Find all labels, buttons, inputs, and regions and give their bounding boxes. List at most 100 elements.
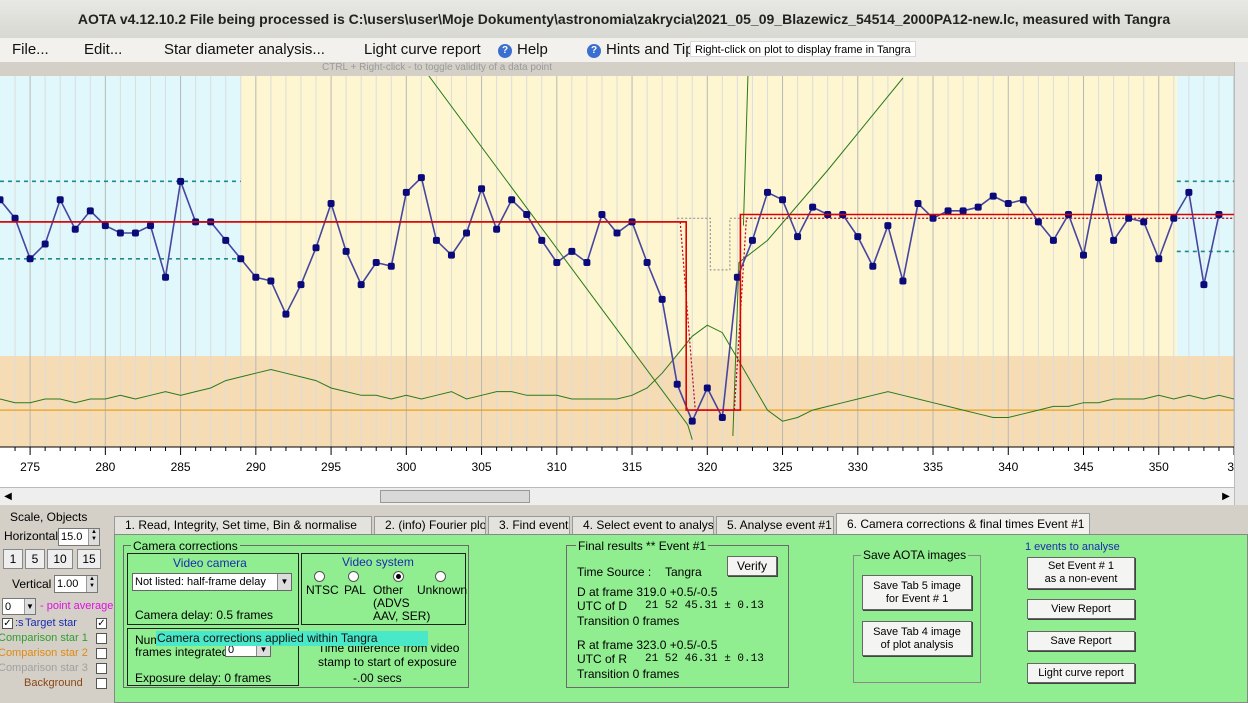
data-point (658, 295, 666, 303)
menu-light-curve-report[interactable]: Light curve report (364, 41, 481, 58)
time-difference-line2: stamp to start of exposure (318, 655, 457, 669)
object-checkbox-1[interactable]: ✓ (96, 618, 107, 629)
object-checkbox-4[interactable] (96, 663, 107, 674)
data-point (1155, 255, 1163, 263)
integration-group (127, 628, 299, 686)
event-fit-line (0, 213, 1234, 411)
data-point (959, 207, 967, 215)
other-radio[interactable] (393, 571, 404, 582)
save-tab4-button[interactable]: Save Tab 4 image of plot analysis (862, 621, 972, 656)
dropdown-arrow-icon[interactable]: ▼ (277, 574, 291, 590)
tab-select-event[interactable]: 4. Select event to analyse (572, 516, 714, 534)
r-transition: Transition 0 frames (577, 667, 680, 681)
x-tick-label: 320 (697, 460, 717, 474)
menu-star-diameter[interactable]: Star diameter analysis... (164, 41, 325, 58)
data-point (463, 229, 471, 237)
light-curve-report-button[interactable]: Light curve report (1027, 663, 1135, 683)
dropdown-arrow-icon[interactable]: ▼ (24, 599, 35, 614)
data-point (673, 380, 681, 388)
axis-area (0, 447, 1234, 487)
tab-read-integrity[interactable]: 1. Read, Integrity, Set time, Bin & norm… (114, 516, 372, 534)
menu-edit[interactable]: Edit... (84, 41, 123, 58)
spin-arrows-icon[interactable]: ▲ ▼ (86, 576, 97, 592)
scale-button-5[interactable]: 5 (25, 549, 45, 569)
save-images-title: Save AOTA images (861, 548, 969, 562)
video-camera-group (127, 553, 299, 625)
data-point (523, 211, 531, 219)
data-point (583, 259, 591, 266)
point-average-select[interactable]: 0 ▼ (2, 598, 36, 615)
scroll-right-icon[interactable]: ▶ (1222, 491, 1230, 502)
object-checkbox-3[interactable] (96, 648, 107, 659)
time-difference-value: -.00 secs (353, 671, 402, 685)
view-report-button[interactable]: View Report (1027, 599, 1135, 619)
help-icon: ? (498, 44, 512, 58)
data-point (643, 259, 651, 266)
save-report-button[interactable]: Save Report (1027, 631, 1135, 651)
pal-label: PAL (344, 583, 366, 597)
object-checkbox-2[interactable] (96, 633, 107, 644)
data-point (222, 236, 230, 244)
object-label-1: Target star (25, 617, 77, 629)
other-label: Other (373, 583, 404, 597)
verify-button[interactable]: Verify (727, 556, 777, 576)
data-point (718, 413, 726, 421)
fit-curve-right (732, 77, 904, 436)
plot-canvas[interactable]: 275 280 285 290 295 300 305 310 315 320 325 330 335 3… (0, 76, 1234, 487)
scale-button-15[interactable]: 15 (77, 549, 101, 569)
scroll-thumb[interactable] (380, 490, 530, 503)
test-curve (0, 324, 1234, 422)
tab-bar: 1. Read, Integrity, Set time, Bin & norm… (112, 512, 1248, 534)
scroll-left-icon[interactable]: ◀ (4, 491, 12, 502)
pal-radio[interactable] (348, 571, 359, 582)
data-point (974, 203, 982, 211)
data-point (387, 262, 395, 270)
camera-corrections-panel: Camera corrections Video camera Not list… (114, 534, 1248, 703)
save-tab5-button[interactable]: Save Tab 5 image for Event # 1 (862, 575, 972, 610)
data-point (297, 281, 305, 289)
x-tick-label: 295 (321, 460, 341, 474)
tangra-corrections-banner: Camera corrections applied within Tangra (156, 631, 428, 646)
data-point (1080, 251, 1088, 259)
object-checkbox-5[interactable] (96, 678, 107, 689)
data-point (1185, 188, 1193, 196)
menu-file[interactable]: File... (12, 41, 49, 58)
tab-analyse-event[interactable]: 5. Analyse event #1 (716, 516, 834, 534)
target-star-select-checkbox[interactable]: ✓ (2, 618, 13, 629)
set-non-event-button[interactable]: Set Event # 1 as a non-event (1027, 557, 1135, 589)
events-to-analyse: 1 events to analyse (1025, 541, 1120, 553)
light-curve-plot[interactable]: 275 280 285 290 295 300 305 310 315 320 325 330 335 3… (0, 76, 1234, 487)
data-point (1095, 174, 1103, 182)
video-camera-title: Video camera (173, 556, 247, 570)
window-title: AOTA v4.12.10.2 File being processed is … (0, 0, 1248, 38)
vertical-scale-input[interactable]: 1.00 ▲ ▼ (54, 575, 98, 593)
object-label-3: Comparison star 2 (0, 647, 88, 659)
ntsc-radio[interactable] (314, 571, 325, 582)
scale-button-10[interactable]: 10 (47, 549, 73, 569)
menu-hints[interactable]: ? Hints and Tip (587, 41, 694, 58)
data-point (41, 240, 49, 248)
object-label-2: Comparison star 1 (0, 632, 88, 644)
tab-camera-corrections[interactable]: 6. Camera corrections & final times Even… (836, 513, 1090, 534)
camera-corrections-group (123, 545, 469, 688)
spin-arrows-icon[interactable]: ▲ ▼ (88, 529, 99, 545)
unknown-radio[interactable] (435, 571, 446, 582)
horizontal-scale-input[interactable]: 15.0 ▲ ▼ (58, 528, 100, 546)
x-tick-label: 310 (547, 460, 567, 474)
scale-button-1[interactable]: 1 (3, 549, 23, 569)
data-point (854, 233, 862, 241)
data-point (914, 199, 922, 207)
data-point (1125, 214, 1133, 222)
tab-find-events[interactable]: 3. Find events (488, 516, 570, 534)
camera-model-select[interactable]: Not listed: half-frame delay ▼ (132, 573, 292, 591)
plot-horizontal-scrollbar[interactable]: ◀ ▶ (0, 487, 1234, 505)
analysis-region (240, 76, 1177, 356)
data-point (1049, 236, 1057, 244)
menu-help[interactable]: ? Help (498, 41, 548, 58)
window-vertical-scrollbar[interactable] (1234, 62, 1248, 505)
menu-bar: File... Edit... Star diameter analysis..… (0, 38, 1248, 62)
data-point (56, 196, 64, 204)
x-tick-label: 305 (472, 460, 492, 474)
model-fit-dotted (679, 217, 1234, 411)
tab-fourier[interactable]: 2. (info) Fourier plot (374, 516, 486, 534)
